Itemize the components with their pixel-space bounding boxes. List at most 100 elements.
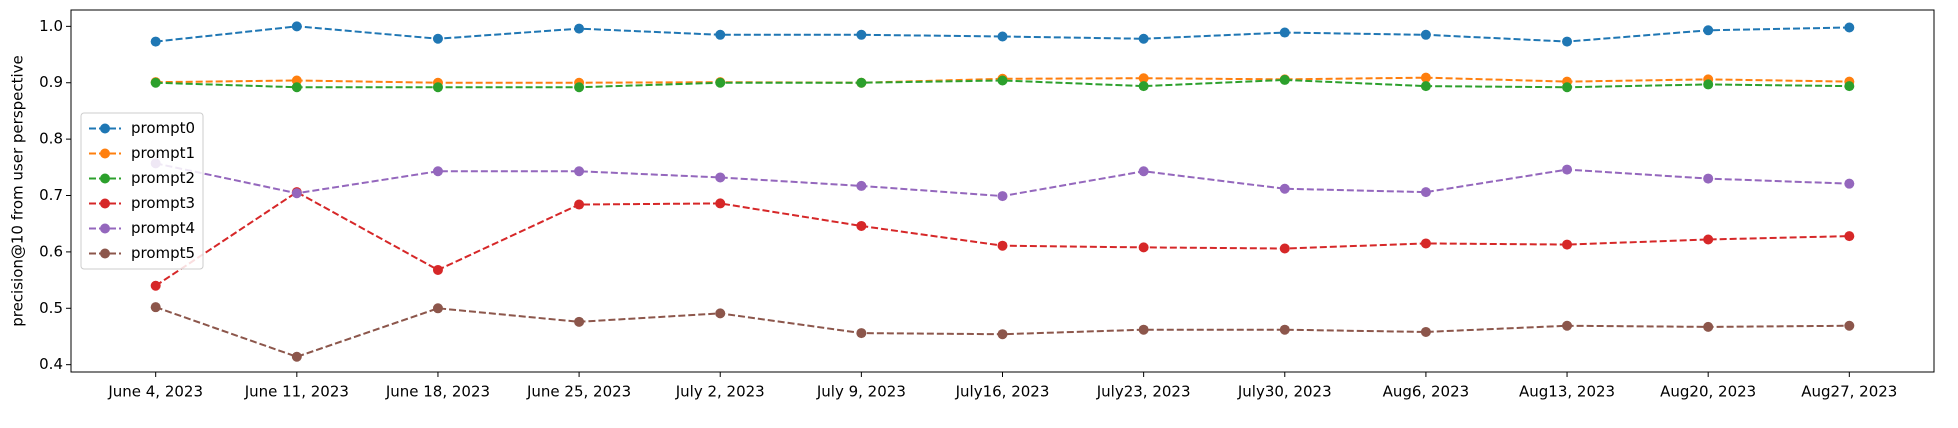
x-tick-label: July 2, 2023 [675,383,765,401]
legend-marker [100,248,110,259]
legend-label: prompt4 [131,219,195,237]
point [150,36,161,47]
x-tick-label: Aug13, 2023 [1519,383,1615,401]
legend-label: prompt1 [131,144,195,162]
point [715,308,726,319]
point [1844,231,1855,242]
point [997,31,1008,42]
point [1279,27,1290,38]
point [997,191,1008,202]
y-tick-label: 0.9 [39,73,63,91]
y-tick-label: 0.5 [39,299,63,317]
point [1279,243,1290,254]
x-tick-label: July30, 2023 [1237,383,1332,401]
x-tick-label: July16, 2023 [955,383,1050,401]
legend-marker [100,198,110,209]
point [1562,320,1573,331]
y-tick-label: 0.6 [39,242,63,260]
point [1138,324,1149,335]
y-tick-label: 1.0 [39,17,63,35]
legend-marker [100,223,110,234]
point [1562,82,1573,93]
point [574,316,585,327]
legend-label: prompt2 [131,169,195,187]
point [574,82,585,93]
x-tick-label: Aug27, 2023 [1801,383,1897,401]
point [1844,178,1855,189]
point [1703,25,1714,36]
point [432,82,443,93]
series-line [155,190,1850,287]
point [1844,81,1855,92]
point [1279,74,1290,85]
x-tick-label: July23, 2023 [1096,383,1191,401]
legend-box [80,112,204,270]
y-tick-label: 0.8 [39,130,63,148]
x-tick-label: July 9, 2023 [816,383,906,401]
point [291,82,302,93]
point [1420,29,1431,40]
point [432,166,443,177]
point [1279,183,1290,194]
point [1138,73,1149,84]
point [997,329,1008,340]
x-tick-label: June 25, 2023 [526,383,631,401]
point [1844,22,1855,33]
point [1703,234,1714,245]
x-tick-label: June 11, 2023 [244,383,349,401]
point [1138,81,1149,92]
point [856,220,867,231]
point [1420,238,1431,249]
y-tick-label: 0.4 [39,355,63,373]
point [1420,72,1431,83]
point [150,302,161,313]
point [1138,242,1149,253]
x-tick-label: Aug6, 2023 [1383,383,1470,401]
point [997,240,1008,251]
point [1844,320,1855,331]
legend-label: prompt0 [131,119,195,137]
y-tick-label: 0.7 [39,186,63,204]
x-tick-label: June 4, 2023 [107,383,203,401]
point [574,199,585,210]
legend-label: prompt5 [131,244,195,262]
point [1562,239,1573,250]
point [291,351,302,362]
point [715,77,726,88]
point [1138,166,1149,177]
point [715,198,726,209]
x-tick-label: June 18, 2023 [385,383,490,401]
point [856,77,867,88]
point [432,33,443,44]
point [856,328,867,339]
plot-frame [70,9,1935,373]
point [856,180,867,191]
point [1703,173,1714,184]
point [1420,187,1431,198]
legend-marker [100,148,110,159]
point [856,29,867,40]
point [1703,79,1714,90]
point [574,23,585,34]
x-tick-label: Aug20, 2023 [1660,383,1756,401]
point [1420,326,1431,337]
point [432,264,443,275]
legend-marker [100,123,110,134]
y-axis-label: precision@10 from user perspective [9,55,27,327]
point [574,166,585,177]
point [1562,164,1573,175]
point [1703,321,1714,332]
point [997,75,1008,86]
point [150,77,161,88]
point [1138,33,1149,44]
legend-marker [100,173,110,184]
point [291,188,302,199]
point [150,280,161,291]
point [291,21,302,32]
point [1279,324,1290,335]
point [1562,36,1573,47]
point [1420,81,1431,92]
point [715,29,726,40]
